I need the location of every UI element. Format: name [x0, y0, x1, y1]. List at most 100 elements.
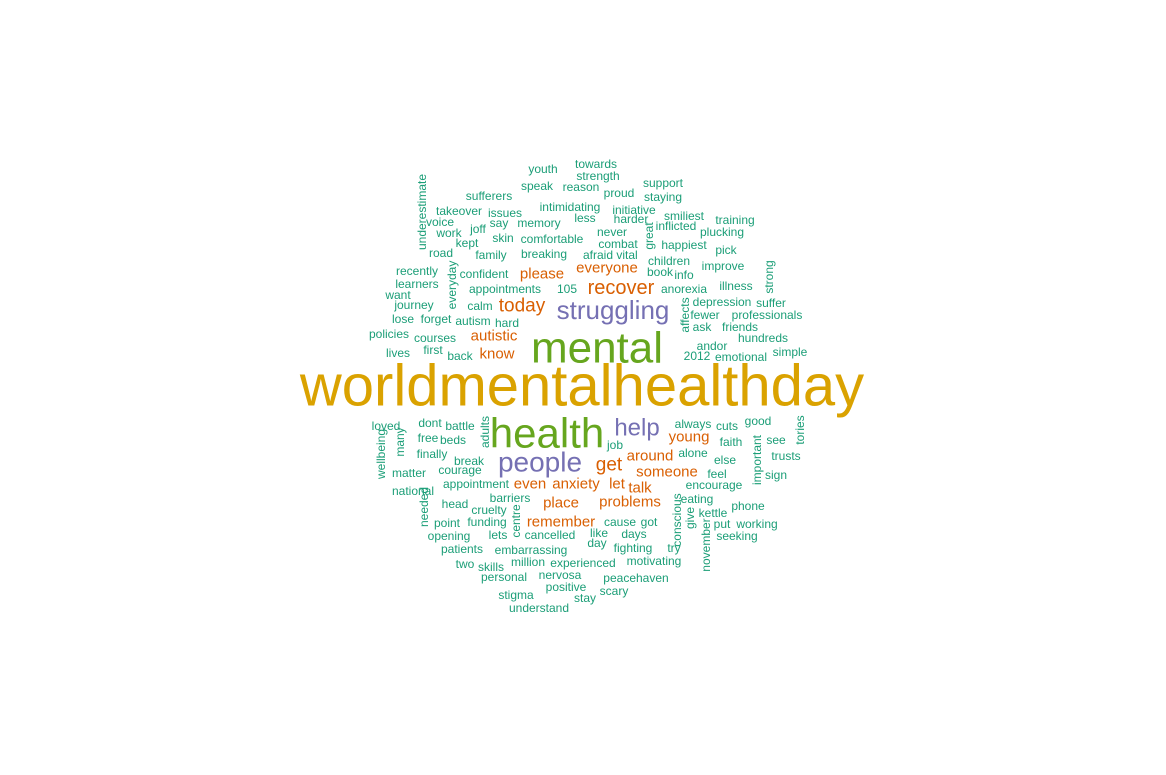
- word-peacehaven: peacehaven: [603, 571, 668, 585]
- word-breaking: breaking: [521, 247, 567, 261]
- word-feel: feel: [707, 467, 726, 481]
- word-problems: problems: [599, 494, 661, 511]
- word-friends: friends: [722, 320, 758, 334]
- word-smiliest: smiliest: [664, 209, 705, 223]
- word-many: many: [393, 427, 407, 456]
- word-want: want: [384, 288, 411, 302]
- word-national: national: [392, 484, 434, 498]
- word-kettle: kettle: [699, 506, 728, 520]
- word-inflicted: inflicted: [656, 219, 697, 233]
- word-working: working: [735, 517, 777, 531]
- word-cancelled: cancelled: [525, 528, 576, 542]
- word-beds: beds: [440, 433, 466, 447]
- word-say: say: [490, 216, 509, 230]
- word-skin: skin: [492, 231, 513, 245]
- word-motivating: motivating: [627, 554, 682, 568]
- word-learners: learners: [395, 277, 438, 291]
- word-harder: harder: [614, 212, 649, 226]
- word-affects: affects: [678, 297, 692, 332]
- word-embarrassing: embarrassing: [495, 543, 568, 557]
- word-proud: proud: [604, 186, 635, 200]
- word-illness: illness: [719, 279, 752, 293]
- word-needed: needed: [417, 487, 431, 527]
- word-let: let: [609, 476, 626, 493]
- word-funding: funding: [467, 515, 506, 529]
- word-work: work: [435, 226, 462, 240]
- word-point: point: [434, 516, 461, 530]
- word-initiative: initiative: [612, 203, 656, 217]
- word-faith: faith: [720, 435, 743, 449]
- word-fewer: fewer: [690, 308, 719, 322]
- word-seeking: seeking: [716, 529, 757, 543]
- word-never: never: [597, 225, 627, 239]
- word-centre: centre: [509, 504, 523, 538]
- word-lose: lose: [392, 312, 414, 326]
- word-talk: talk: [628, 480, 652, 497]
- word-skills: skills: [478, 560, 504, 574]
- word-towards: towards: [575, 157, 617, 171]
- word-know: know: [479, 346, 514, 363]
- word-joff: joff: [469, 222, 486, 236]
- word-november: november: [699, 518, 713, 571]
- word-scary: scary: [600, 584, 629, 598]
- word-matter: matter: [392, 466, 426, 480]
- word-finally: finally: [417, 447, 448, 461]
- word-youth: youth: [528, 162, 557, 176]
- word-cuts: cuts: [716, 419, 738, 433]
- word-struggling: struggling: [557, 295, 670, 325]
- word-good: good: [745, 414, 772, 428]
- word-stay: stay: [574, 591, 596, 605]
- word-young: young: [669, 429, 710, 446]
- word-anxiety: anxiety: [552, 476, 600, 493]
- word-first: first: [423, 343, 443, 357]
- word-comfortable: comfortable: [521, 232, 584, 246]
- word-positive: positive: [546, 580, 587, 594]
- word-pick: pick: [715, 243, 737, 257]
- word-emotional: emotional: [715, 350, 767, 364]
- word-try: try: [667, 541, 680, 555]
- word-less: less: [574, 211, 595, 225]
- word-patients: patients: [441, 542, 483, 556]
- word-wellbeing: wellbeing: [374, 429, 388, 480]
- word-please: please: [520, 266, 564, 283]
- word-even: even: [514, 476, 547, 493]
- word-afraid: afraid: [583, 248, 613, 262]
- word-tories: tories: [793, 415, 807, 444]
- word-adults: adults: [478, 416, 492, 448]
- word-like: like: [590, 526, 608, 540]
- word-important: important: [750, 434, 764, 485]
- word-reason: reason: [563, 180, 600, 194]
- word-sufferers: sufferers: [466, 189, 512, 203]
- word-children: children: [648, 254, 690, 268]
- word-back: back: [447, 349, 473, 363]
- word-recently: recently: [396, 264, 438, 278]
- word-alone: alone: [678, 446, 708, 460]
- word-simple: simple: [773, 345, 808, 359]
- word-see: see: [766, 433, 786, 447]
- word-appointment: appointment: [443, 477, 510, 491]
- word-head: head: [442, 497, 469, 511]
- word-phone: phone: [731, 499, 765, 513]
- word-book: book: [647, 265, 674, 279]
- word-free: free: [418, 431, 439, 445]
- word-sign: sign: [765, 468, 787, 482]
- word-happiest: happiest: [661, 238, 707, 252]
- word-andor: andor: [697, 339, 728, 353]
- word-hundreds: hundreds: [738, 331, 788, 345]
- word-million: million: [511, 555, 545, 569]
- word-health: health: [490, 410, 604, 457]
- word-voice: voice: [426, 215, 454, 229]
- word-lets: lets: [489, 528, 508, 542]
- word-day: day: [587, 536, 606, 550]
- word-kept: kept: [456, 236, 479, 250]
- word-anorexia: anorexia: [661, 282, 707, 296]
- word-days: days: [621, 527, 646, 541]
- word-info: info: [674, 268, 694, 282]
- word-remember: remember: [527, 514, 595, 531]
- word-staying: staying: [644, 190, 682, 204]
- word-suffer: suffer: [756, 296, 786, 310]
- word-experienced: experienced: [550, 556, 615, 570]
- word-lives: lives: [386, 346, 410, 360]
- word-hard: hard: [495, 316, 519, 330]
- word-courage: courage: [438, 463, 482, 477]
